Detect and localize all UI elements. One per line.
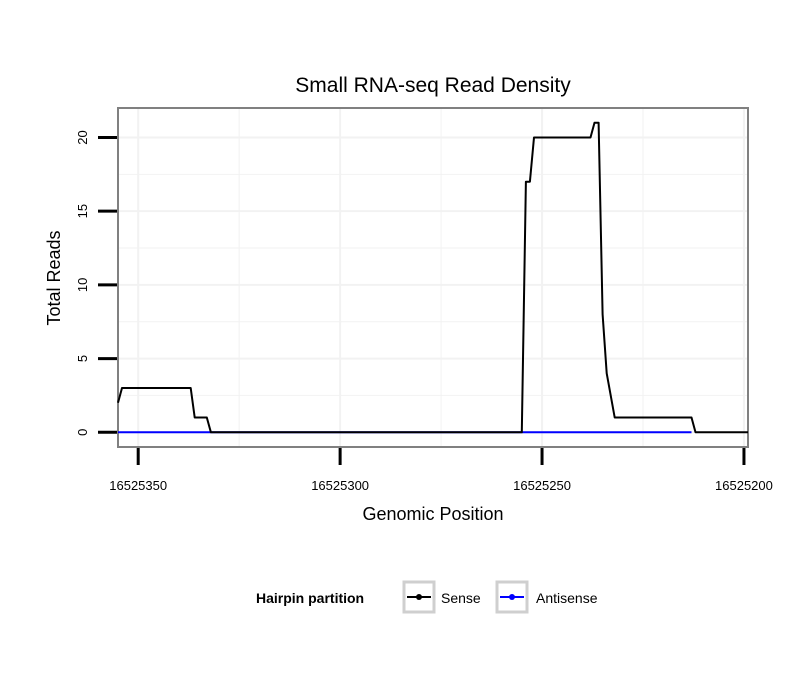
x-tick-label: 16525250 (513, 478, 571, 493)
legend-point-antisense (509, 594, 515, 600)
y-axis: 0 5 10 15 20 (75, 130, 117, 436)
y-tick-label: 0 (75, 429, 90, 436)
y-tick-label: 20 (75, 130, 90, 144)
legend-item-antisense: Antisense (495, 580, 598, 614)
legend: Hairpin partition Sense Antisense (256, 580, 598, 614)
series-layer (117, 121, 748, 434)
y-axis-title: Total Reads (44, 230, 64, 325)
chart-title: Small RNA-seq Read Density (295, 74, 571, 97)
legend-title: Hairpin partition (256, 590, 364, 606)
x-axis: 16525350 16525300 16525250 16525200 (109, 448, 773, 493)
legend-label-antisense: Antisense (536, 590, 598, 606)
y-tick-label: 10 (75, 278, 90, 292)
x-axis-title: Genomic Position (362, 504, 503, 524)
legend-label-sense: Sense (441, 590, 481, 606)
x-tick-label: 16525200 (715, 478, 773, 493)
x-tick-label: 16525300 (311, 478, 369, 493)
series-line-sense (117, 121, 748, 434)
legend-item-sense: Sense (402, 580, 481, 614)
grid-lines (118, 108, 748, 447)
plot-panel-border (117, 107, 749, 448)
x-tick-label: 16525350 (109, 478, 167, 493)
y-tick-label: 5 (75, 355, 90, 362)
y-tick-label: 15 (75, 204, 90, 218)
legend-point-sense (416, 594, 422, 600)
